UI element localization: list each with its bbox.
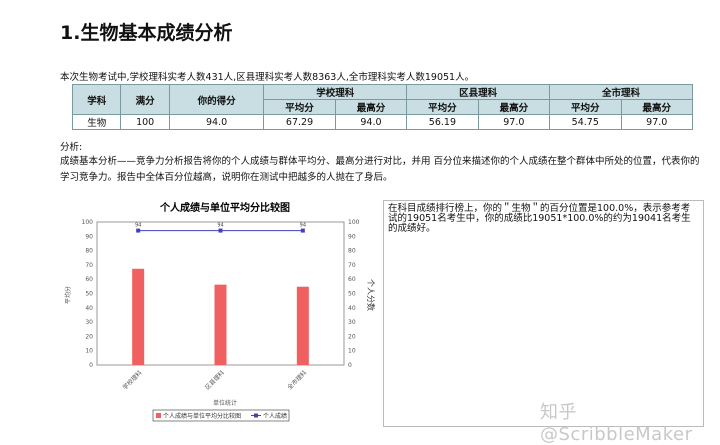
cell: 56.19 [406,114,479,130]
x-tick-label: 学校理科 [121,369,144,392]
y2-axis-label: 个人分数 [366,279,376,311]
table-row: 生物 100 94.0 67.29 94.0 56.19 97.0 54.75 … [71,114,693,130]
data-label: 94 [217,223,223,229]
header-avg: 平均分 [406,99,479,115]
score-table: 学科 满分 你的得分 学校理科 区县理科 全市理科 平均分 最高分 平均分 最高… [71,84,693,130]
percentile-text: 在科目成绩排行榜上，你的＂生物＂的百分位置是100.0%，表示参考考试的1905… [388,203,691,234]
cell: 97.0 [477,114,551,130]
x-tick-label: 区县理科 [203,369,226,392]
y2-tick-label: 10 [348,348,356,355]
y-tick-label: 100 [82,219,94,226]
cell: 生物 [71,114,122,130]
y2-tick-label: 60 [348,276,356,283]
y-tick-label: 50 [85,291,93,298]
y2-tick-label: 40 [348,305,356,312]
header-district: 区县理科 [406,84,551,100]
x-axis-label: 单位统计 [213,399,237,407]
y-tick-label: 30 [85,319,93,326]
y2-tick-label: 100 [348,219,360,226]
y2-tick-label: 70 [348,262,356,269]
y-tick-label: 80 [85,248,93,255]
analysis-text: 成绩基本分析——竞争力分析报告将你的个人成绩与群体平均分、最高分进行对比，并用 … [60,156,700,183]
y2-tick-label: 30 [348,319,356,326]
header-max: 最高分 [477,99,551,115]
header-max: 最高分 [334,99,408,115]
y2-tick-label: 0 [348,362,352,369]
bar [296,286,309,365]
y-tick-label: 90 [85,233,93,240]
y-tick-label: 0 [89,362,93,369]
bar [214,284,227,365]
legend [152,409,290,422]
data-label: 94 [300,223,306,229]
header-city: 全市理科 [549,84,693,100]
cell: 94.0 [334,114,408,130]
y2-tick-label: 50 [348,291,356,298]
cell: 67.29 [263,114,336,130]
y-tick-label: 60 [85,276,93,283]
intro-text: 本次生物考试中,学校理科实考人数431人,区县理科实考人数8363人,全市理科实… [60,72,475,83]
analysis-label: 分析: [60,142,83,153]
header-max: 最高分 [620,99,693,115]
chart-title: 个人成绩与单位平均分比较图 [159,201,290,214]
y2-tick-label: 90 [348,233,356,240]
cell: 100 [120,114,170,130]
y2-tick-label: 20 [348,333,356,340]
percentile-box: 在科目成绩排行榜上，你的＂生物＂的百分位置是100.0%，表示参考考试的1905… [383,200,704,427]
y-tick-label: 10 [85,348,93,355]
y-tick-label: 20 [85,333,93,340]
y-tick-label: 70 [85,262,93,269]
header-score: 你的得分 [168,84,265,115]
header-avg: 平均分 [263,99,336,115]
header-avg: 平均分 [549,99,622,115]
watermark: 知乎 @ScribbleMaker [540,402,693,445]
y-tick-label: 40 [85,305,93,312]
header-subject: 学科 [71,84,122,115]
header-school: 学校理科 [263,84,408,100]
legend-line-marker [254,413,258,418]
cell: 94.0 [168,114,265,130]
line-point [218,228,223,233]
x-tick-label: 全市理科 [286,369,309,392]
y2-tick-label: 80 [348,248,356,255]
bar [132,268,145,365]
cell: 97.0 [620,114,693,130]
y-axis-label: 平均分 [64,286,72,304]
legend-bar-label: 个人成绩与单位平均分比较图 [163,412,241,420]
data-label: 94 [135,223,141,229]
cell: 54.75 [549,114,622,130]
line-point [300,228,305,233]
legend-line-label: 个人成绩 [263,412,287,420]
page-title: 1.生物基本成绩分析 [60,22,233,44]
header-full: 满分 [120,84,170,115]
comparison-chart: 个人成绩与单位平均分比较图 0 0 10 10 20 20 30 30 40 40 50 50 60 60… [64,201,376,422]
legend-bar-swatch [156,413,161,418]
line-point [136,228,141,233]
